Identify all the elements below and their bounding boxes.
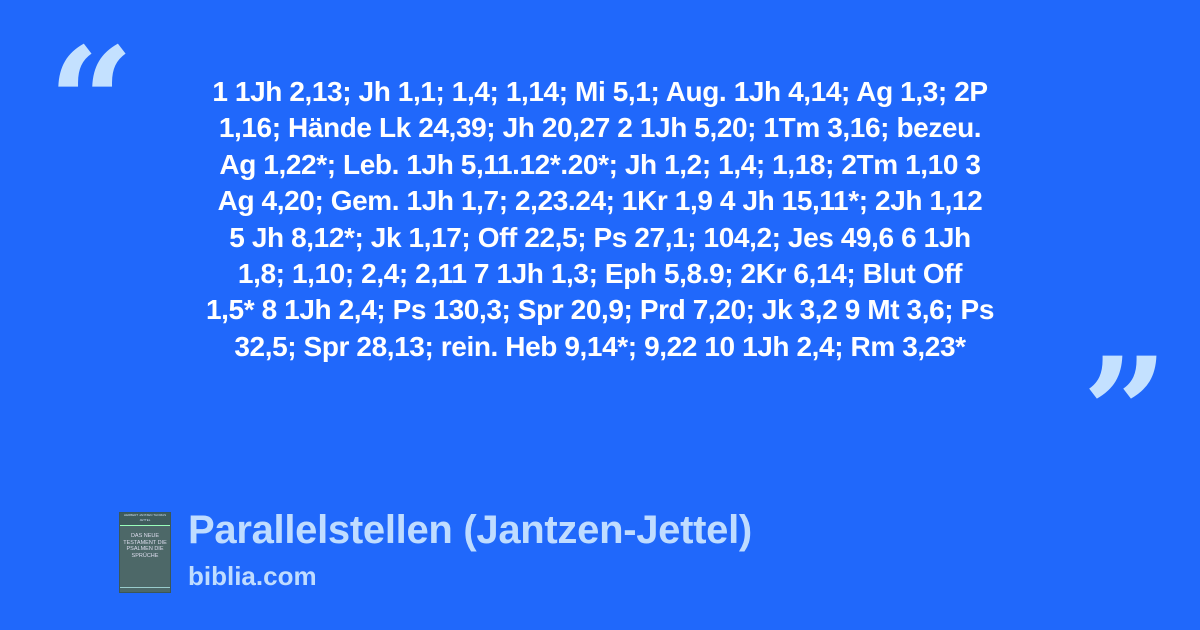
close-quote-icon: ” xyxy=(1082,325,1169,501)
verse-line: 1,16; Hände Lk 24,39; Jh 20,27 2 1Jh 5,2… xyxy=(218,112,982,144)
verse-line: 1,8; 1,10; 2,4; 2,11 7 1Jh 1,3; Eph 5,8.… xyxy=(237,257,963,289)
verse-line: Ag 4,20; Gem. 1Jh 1,7; 2,23.24; 1Kr 1,9 … xyxy=(217,185,983,217)
verse-line: 1 1Jh 2,13; Jh 1,1; 1,4; 1,14; Mi 5,1; A… xyxy=(212,76,988,107)
book-authors: HERBERT JANTZEN THOMAS JETTEL xyxy=(120,513,170,526)
verse-line: Ag 1,22*; Leb. 1Jh 5,11.12*.20*; Jh 1,2;… xyxy=(219,148,981,180)
book-title: DAS NEUE TESTAMENT DIE PSALMEN DIE SPRÜC… xyxy=(123,533,167,559)
open-quote-icon: “ xyxy=(48,15,135,191)
site-link[interactable]: biblia.com xyxy=(188,561,317,591)
verse-line: 5 Jh 8,12*; Jk 1,17; Off 22,5; Ps 27,1; … xyxy=(229,221,971,253)
verse-line: 32,5; Spr 28,13; rein. Heb 9,14*; 9,22 1… xyxy=(234,330,966,362)
verse-references: 1 1Jh 2,13; Jh 1,1; 1,4; 1,14; Mi 5,1; A… xyxy=(110,74,1090,365)
resource-title[interactable]: Parallelstellen (Jantzen-Jettel) xyxy=(188,508,752,552)
verse-line: 1,5* 8 1Jh 2,4; Ps 130,3; Spr 20,9; Prd … xyxy=(206,294,994,326)
book-divider xyxy=(120,587,170,588)
book-cover-image: HERBERT JANTZEN THOMAS JETTEL DAS NEUE T… xyxy=(120,513,170,592)
